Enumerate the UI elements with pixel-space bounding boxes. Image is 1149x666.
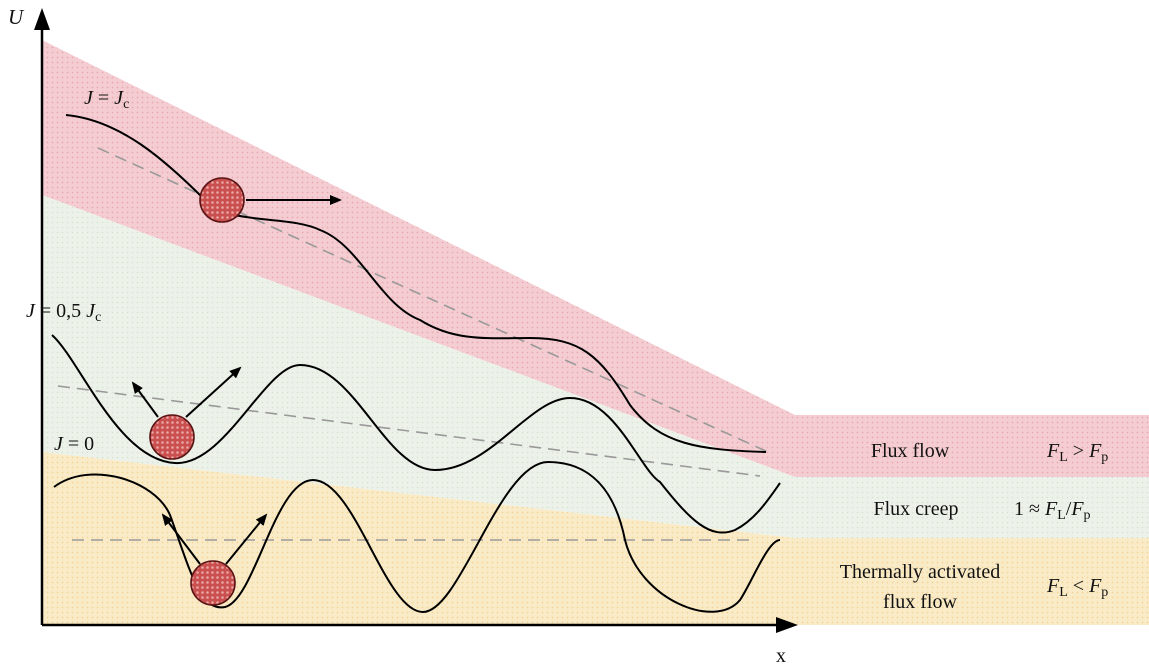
force-arrow-icon bbox=[161, 513, 201, 565]
curve-label-zero: J = 0 bbox=[54, 433, 94, 455]
force-arrow-icon bbox=[185, 366, 242, 418]
regime-name-thermally-activated-line2: flux flow bbox=[883, 591, 957, 613]
thermally-activated-region bbox=[42, 452, 1149, 625]
x-axis-arrow-icon bbox=[776, 617, 798, 633]
potential-curve-zero bbox=[53, 460, 781, 614]
regime-name-flux-creep: Flux creep bbox=[874, 498, 959, 520]
regime-condition-flux-flow: FL > Fp bbox=[1046, 440, 1108, 465]
curve-label-half: J = 0,5 Jc bbox=[26, 300, 101, 325]
regime-condition-flux-creep: 1 ≈ FL/Fp bbox=[1014, 498, 1091, 523]
flux-creep-region bbox=[42, 195, 1149, 538]
force-arrow-icon bbox=[225, 513, 268, 565]
force-arrow-icon bbox=[131, 381, 159, 418]
x-axis-label: x bbox=[776, 645, 786, 666]
y-axis-label: U bbox=[8, 5, 25, 29]
curve-label-jc: J = Jc bbox=[84, 87, 129, 112]
flux-vortex-particle-half bbox=[149, 414, 195, 460]
regime-condition-thermally-activated: FL < Fp bbox=[1046, 575, 1108, 600]
regime-name-thermally-activated-line1: Thermally activated bbox=[840, 561, 1000, 583]
y-axis-arrow-icon bbox=[34, 8, 50, 30]
potential-curve-half bbox=[51, 334, 781, 534]
regime-name-flux-flow: Flux flow bbox=[871, 440, 950, 462]
flux-vortex-particle-zero bbox=[190, 560, 236, 606]
flux-flow-region bbox=[42, 40, 1149, 477]
flux-vortex-particle-jc bbox=[199, 177, 245, 223]
